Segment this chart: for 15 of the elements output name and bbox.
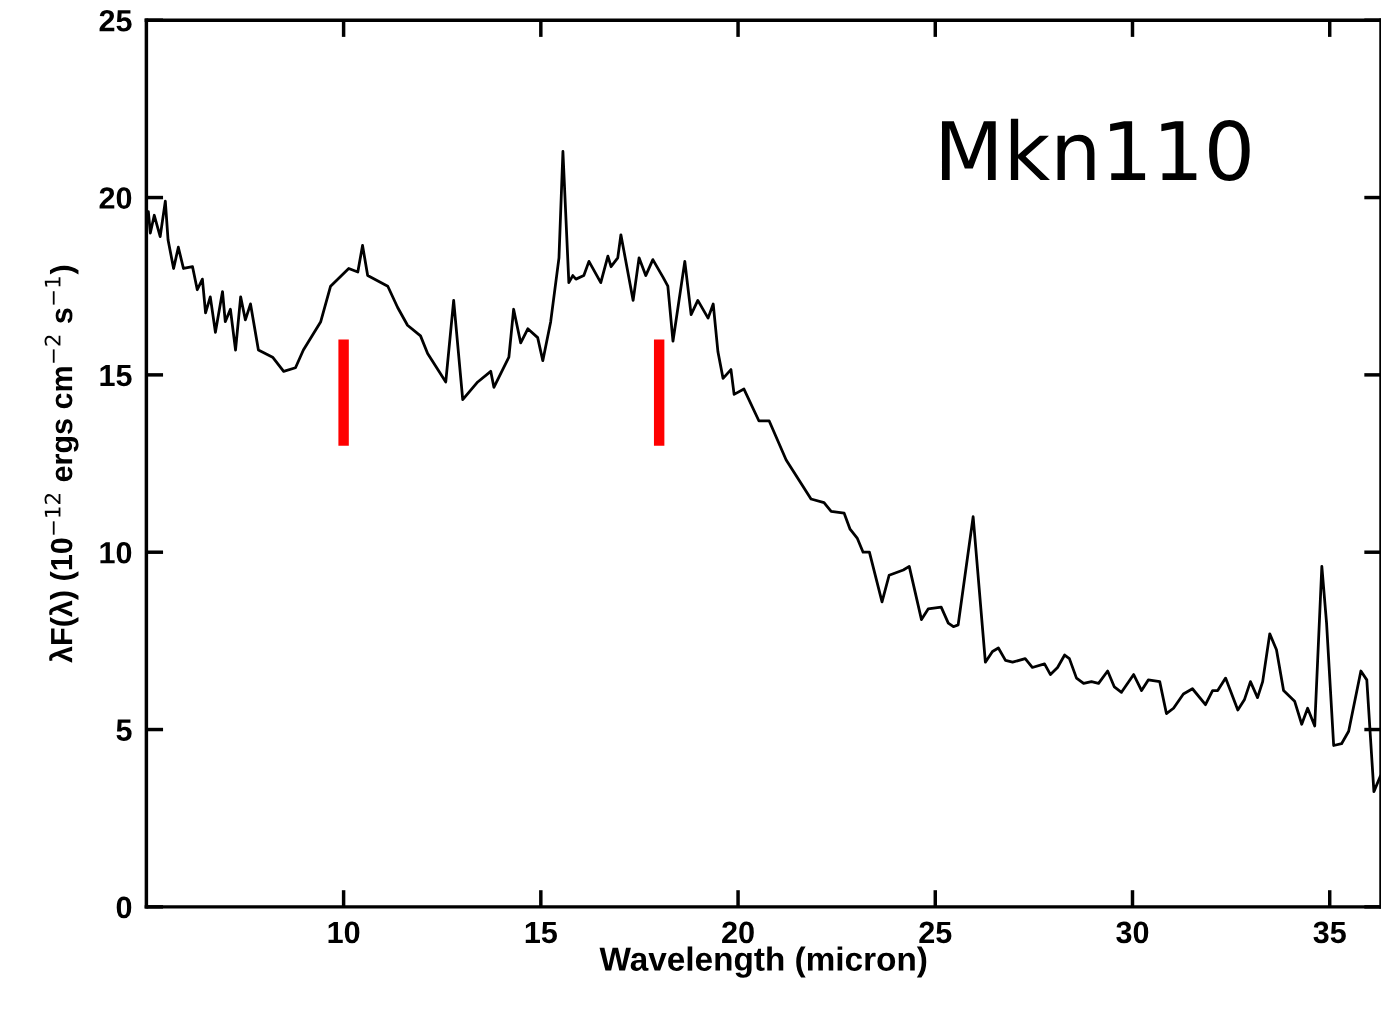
y-tick-label: 10	[100, 541, 132, 564]
x-tick-label: 25	[919, 921, 952, 944]
x-axis-title: Wavelength (micron)	[599, 946, 927, 978]
annotation: Mkn110	[941, 118, 1250, 182]
x-tick-label: 30	[1116, 921, 1149, 944]
x-tick-label: 35	[1313, 921, 1346, 944]
x-tick-label: 20	[722, 921, 754, 944]
y-tick-label: 15	[100, 364, 132, 387]
y-tick-label: 20	[99, 187, 132, 209]
y-tick-label: 0	[116, 896, 132, 919]
y-tick-label: 5	[116, 719, 132, 741]
x-tick-label: 15	[525, 921, 557, 944]
y-tick-label: 25	[99, 9, 132, 32]
x-tick-label: 10	[328, 921, 360, 944]
y-axis-title: λF(λ) (10$^{−12}$ ergs cm$^{−2}$ s$^{−1}$)	[44, 265, 79, 663]
